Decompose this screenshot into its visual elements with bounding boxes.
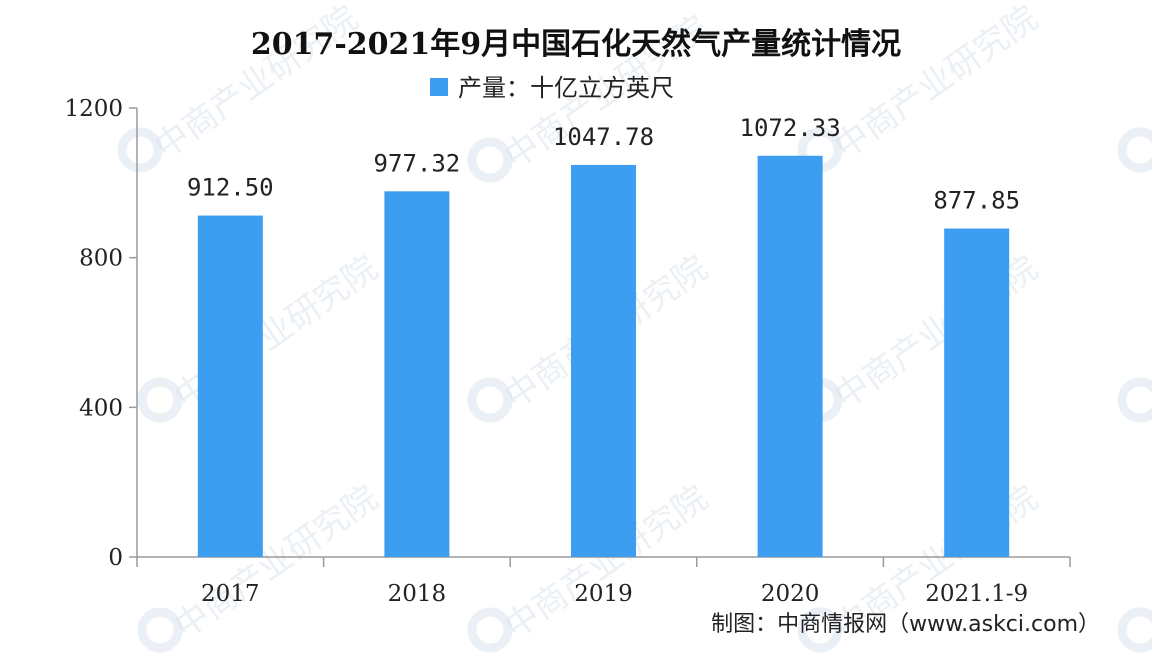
legend-label: 产量：十亿立方英尺	[458, 74, 674, 102]
chart-title: 2017-2021年9月中国石化天然气产量统计情况	[251, 27, 901, 62]
data-label: 912.50	[187, 174, 274, 202]
y-tick-label: 0	[108, 545, 123, 571]
watermark-logo	[1117, 607, 1152, 653]
watermark-text: 中商产业研究院	[827, 248, 1045, 417]
data-label: 877.85	[933, 187, 1020, 215]
watermark-logo	[797, 607, 843, 653]
watermark-logo	[1117, 377, 1152, 423]
watermark-logo	[467, 607, 513, 653]
x-tick-label: 2017	[201, 581, 260, 607]
y-tick-label: 400	[79, 395, 123, 421]
x-tick-label: 2019	[574, 581, 633, 607]
bars: 912.50 2017 977.32 2018 1047.78 2019 1072.33 20…	[187, 114, 1028, 607]
bar	[757, 155, 823, 558]
bar	[197, 215, 263, 557]
watermark-text: 中商产业研究院	[827, 0, 1045, 167]
data-label: 1072.33	[740, 114, 841, 142]
watermark-logo	[137, 607, 183, 653]
y-tick-label: 800	[79, 246, 123, 272]
watermark-logo	[117, 127, 163, 173]
legend-swatch	[430, 78, 448, 96]
bar	[944, 228, 1010, 558]
x-tick-label: 2020	[761, 581, 820, 607]
watermark-text: 中商产业研究院	[147, 0, 365, 167]
data-label: 977.32	[374, 149, 461, 177]
data-label: 1047.78	[553, 123, 654, 151]
y-tick-label: 1200	[64, 96, 123, 122]
watermark-text: 中商产业研究院	[1147, 248, 1152, 417]
watermark-logo	[137, 377, 183, 423]
watermark-logo	[1117, 127, 1152, 173]
watermark-logo	[467, 137, 513, 183]
legend: 产量：十亿立方英尺	[430, 74, 674, 102]
x-tick-label: 2018	[388, 581, 447, 607]
bar	[384, 191, 450, 557]
bar	[571, 164, 636, 558]
source-note: 制图：中商情报网（www.askci.com）	[711, 612, 1100, 637]
watermark-logo	[467, 377, 513, 423]
watermark-text: 中商产业研究院	[1147, 478, 1152, 647]
x-tick-label: 2021.1-9	[925, 581, 1028, 607]
